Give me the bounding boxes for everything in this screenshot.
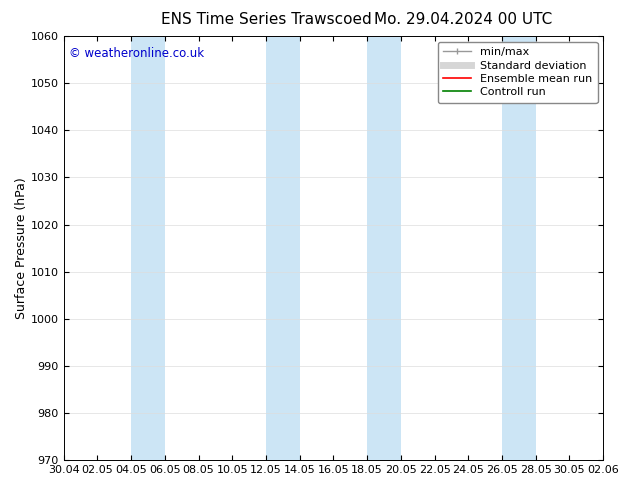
Text: © weatheronline.co.uk: © weatheronline.co.uk: [69, 47, 204, 60]
Text: ENS Time Series Trawscoed: ENS Time Series Trawscoed: [161, 12, 372, 27]
Y-axis label: Surface Pressure (hPa): Surface Pressure (hPa): [15, 177, 28, 319]
Bar: [603, 36, 613, 460]
Bar: [502, 36, 536, 460]
Text: Mo. 29.04.2024 00 UTC: Mo. 29.04.2024 00 UTC: [373, 12, 552, 27]
Bar: [131, 36, 165, 460]
Bar: [266, 36, 300, 460]
Bar: [367, 36, 401, 460]
Legend: min/max, Standard deviation, Ensemble mean run, Controll run: min/max, Standard deviation, Ensemble me…: [437, 42, 598, 103]
